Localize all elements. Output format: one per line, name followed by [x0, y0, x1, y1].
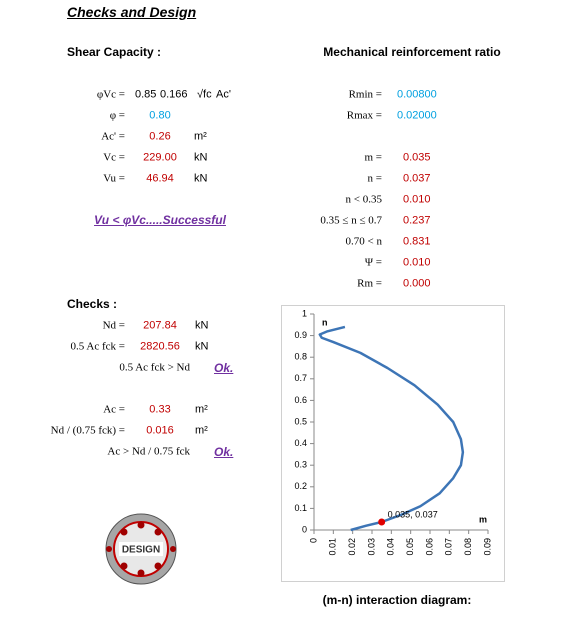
row-value: 0.035	[403, 151, 431, 164]
row-label: Nd =	[102, 319, 125, 332]
x-tick-label: 0.09	[482, 538, 492, 556]
row-unit: m²	[194, 130, 207, 143]
row-label: 0.5 Ac fck =	[70, 340, 125, 353]
row-unit: kN	[195, 319, 209, 332]
y-tick-label: 0.4	[294, 438, 307, 448]
x-tick-label: 0.01	[328, 538, 338, 556]
chart: 0 0.1 0.2 0.3 0.4 0.5 0.6 0.7 0.8 0.9 1 0 0.01 0.02 0.…	[281, 305, 505, 582]
formula-term: 0.85	[135, 88, 157, 101]
y-tick-label: 0.2	[294, 481, 307, 491]
chart-title: (m-n) interaction diagram:	[322, 593, 472, 607]
y-tick-label: 0.3	[294, 460, 307, 470]
row-value: 2820.56	[140, 340, 180, 353]
row-value: 0.831	[403, 235, 431, 248]
page-title: Checks and Design	[67, 4, 197, 20]
row-label: Rmax =	[346, 109, 382, 122]
row-label: Rmin =	[348, 88, 382, 101]
design-label[interactable]: DESIGN	[122, 545, 160, 556]
row-unit: kN	[195, 340, 209, 353]
y-axis-label: n	[322, 317, 328, 327]
check-label: 0.5 Ac fck > Nd	[119, 361, 190, 374]
row-label: n =	[367, 172, 382, 185]
row-value: 0.02000	[397, 109, 437, 122]
x-tick-label: 0.08	[463, 538, 473, 556]
point-label: 0.035, 0.037	[388, 509, 438, 519]
row-value: 0.00800	[397, 88, 437, 101]
point	[378, 518, 386, 526]
row-unit: m²	[195, 424, 208, 437]
check-label: Ac > Nd / 0.75 fck	[107, 445, 190, 458]
ratio-heading: Mechanical reinforcement ratio	[323, 45, 501, 59]
row-value: 0.33	[149, 403, 171, 416]
row-label: Ac' =	[101, 130, 125, 143]
row-value: 0.010	[403, 193, 431, 206]
y-tick-label: 0.1	[294, 503, 307, 513]
row-label: 0.35 ≤ n ≤ 0.7	[320, 214, 382, 227]
row-label: Vc =	[103, 151, 125, 164]
row-value: 46.94	[146, 172, 174, 185]
y-tick-label: 0.7	[294, 373, 307, 383]
row-label: Ac =	[103, 403, 125, 416]
x-tick-label: 0.05	[405, 538, 415, 556]
row-value: 0.037	[403, 172, 431, 185]
row-label: Ψ =	[364, 256, 382, 269]
shear-result: Vu < φVc.....Successful	[94, 213, 226, 227]
checks-heading: Checks :	[67, 297, 118, 311]
row-value: 0.000	[403, 277, 431, 290]
formula-term: Ac'	[216, 88, 231, 101]
row-label: m =	[364, 151, 382, 164]
row-value: 0.80	[149, 109, 171, 122]
y-tick-label: 0.5	[294, 416, 307, 426]
row-value: 0.016	[146, 424, 174, 437]
formula-term: √fc	[197, 88, 212, 101]
row-label: Vu =	[103, 172, 125, 185]
y-tick-label: 0	[302, 524, 307, 534]
line	[318, 325, 465, 532]
row-value: 0.010	[403, 256, 431, 269]
y-tick-label: 0.8	[294, 352, 307, 362]
row-value: 229.00	[143, 151, 177, 164]
row-value: 0.237	[403, 214, 431, 227]
row-unit: m²	[195, 403, 208, 416]
check-result: Ok.	[214, 361, 234, 375]
row-label: n < 0.35	[345, 193, 382, 206]
x-tick-label: 0.06	[424, 538, 434, 556]
row-label: Nd / (0.75 fck) =	[50, 424, 125, 437]
row-label: 0.70 < n	[345, 235, 382, 248]
x-tick-label: 0.02	[347, 538, 357, 556]
design-button[interactable]: DESIGN	[105, 513, 179, 587]
x-tick-label: 0.03	[366, 538, 376, 556]
x-tick-label: 0.04	[386, 538, 396, 556]
row-value: 0.26	[149, 130, 171, 143]
row-value: 207.84	[143, 319, 177, 332]
row-unit: kN	[194, 151, 208, 164]
shear-heading: Shear Capacity :	[67, 45, 162, 59]
row-label: Rm =	[357, 277, 382, 290]
row-unit: kN	[194, 172, 208, 185]
x-axis-label: m	[479, 514, 487, 524]
y-tick-label: 1	[302, 308, 307, 318]
formula-term: 0.166	[160, 88, 188, 101]
check-result: Ok.	[214, 445, 234, 459]
y-tick-label: 0.9	[294, 330, 307, 340]
row-label: φ =	[109, 109, 125, 122]
x-tick-label: 0.07	[444, 538, 454, 556]
x-tick-label: 0	[308, 538, 318, 543]
y-tick-label: 0.6	[294, 395, 307, 405]
formula-label: φVc =	[96, 88, 125, 101]
